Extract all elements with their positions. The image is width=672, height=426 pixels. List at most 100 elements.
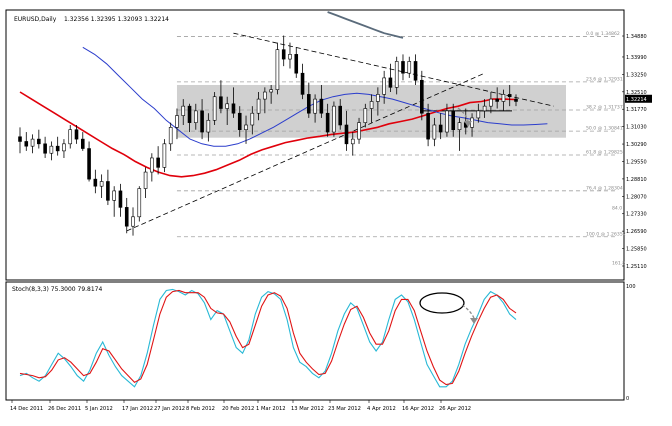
price-axis: 1.34880 1.33990 1.33250 1.32510 1.31770 1.310… xyxy=(622,34,652,270)
candle xyxy=(269,84,273,104)
candle-body xyxy=(507,94,512,98)
fib-level-label: 100.0 @ 1.26352 xyxy=(586,231,626,237)
candle xyxy=(250,106,255,135)
candle xyxy=(307,82,311,118)
candle xyxy=(476,103,481,123)
candle xyxy=(43,136,47,158)
candle xyxy=(93,169,98,194)
candle-body xyxy=(470,117,474,128)
candle-body xyxy=(99,181,104,187)
stoch-chart-frame xyxy=(5,281,625,401)
candle-body xyxy=(24,141,29,147)
price-tick-label: 1.31030 xyxy=(626,125,647,131)
candle-body xyxy=(350,138,355,145)
candle xyxy=(394,56,399,95)
ma-long-line xyxy=(327,11,404,39)
candle-body xyxy=(74,129,79,140)
candle-body xyxy=(68,129,73,145)
candle xyxy=(482,99,487,118)
fib-level-label: 50.0 @ 1.30841 xyxy=(586,126,623,132)
candle xyxy=(426,103,430,147)
dashed-trendline xyxy=(233,32,554,107)
price-tick-label: 1.32510 xyxy=(626,90,647,96)
candle xyxy=(124,197,129,234)
candle-body xyxy=(137,188,142,218)
candle xyxy=(263,87,267,114)
candle-body xyxy=(156,157,160,168)
candle xyxy=(225,96,229,125)
candle xyxy=(495,87,499,109)
price-tick-label: 1.33250 xyxy=(626,72,647,78)
candle-body xyxy=(118,190,123,208)
candle xyxy=(62,139,66,158)
candle-body xyxy=(49,145,54,154)
candle xyxy=(244,115,248,144)
candle xyxy=(256,92,261,121)
candle-body xyxy=(30,138,35,147)
candle-body xyxy=(124,207,129,227)
candle xyxy=(175,108,179,140)
candle xyxy=(501,89,506,111)
candle-body xyxy=(394,61,399,88)
stochastic-lines: 100 0 xyxy=(19,284,636,402)
candle xyxy=(156,146,160,175)
candle xyxy=(49,141,54,161)
candle xyxy=(99,174,104,198)
candle xyxy=(131,207,135,236)
candle-body xyxy=(495,98,499,102)
price-tick-label: 1.26590 xyxy=(626,229,647,235)
candle-body xyxy=(476,110,481,119)
date-tick-label: 16 Apr 2012 xyxy=(402,406,434,412)
candle xyxy=(68,124,73,149)
candle xyxy=(369,94,374,123)
candle-body xyxy=(432,124,437,140)
candle xyxy=(357,117,361,144)
fib-level-label: 76.4 @ 1.28304 xyxy=(586,185,623,191)
candle xyxy=(206,113,211,142)
trendlines xyxy=(126,32,554,232)
candle-body xyxy=(62,143,66,152)
candle xyxy=(143,167,148,198)
price-down-arrow-line xyxy=(457,107,469,122)
candle xyxy=(37,129,41,149)
candle-body xyxy=(250,112,255,126)
candle-body xyxy=(426,112,430,140)
candle xyxy=(18,127,22,154)
date-tick-label: 13 Mar 2012 xyxy=(291,406,324,412)
candle xyxy=(407,56,412,78)
date-tick-label: 1 Mar 2012 xyxy=(256,406,286,412)
candle xyxy=(489,92,493,114)
date-tick-label: 26 Apr 2012 xyxy=(439,406,471,412)
candle-body xyxy=(131,216,135,227)
price-tick-label: 1.31770 xyxy=(626,107,647,113)
candle-body xyxy=(87,148,91,180)
candle xyxy=(432,117,437,147)
candle xyxy=(457,117,462,151)
candle-body xyxy=(376,94,380,102)
candle-body xyxy=(187,105,192,123)
stoch-tick-label: 100 xyxy=(626,284,636,290)
candle-body xyxy=(112,190,116,201)
candle xyxy=(338,99,343,130)
date-tick-label: 23 Mar 2012 xyxy=(328,406,361,412)
candle xyxy=(401,54,405,81)
candle xyxy=(74,124,79,144)
stoch-down-arrow-head xyxy=(470,318,478,324)
candle-body xyxy=(219,96,223,109)
date-tick-label: 8 Feb 2012 xyxy=(186,406,215,412)
price-tick-label: 1.27330 xyxy=(626,212,647,218)
stoch-main-line xyxy=(19,288,517,388)
candle xyxy=(281,35,286,67)
price-tick-label: 1.29550 xyxy=(626,159,647,165)
candle-body xyxy=(93,178,98,187)
candle-body xyxy=(482,105,487,112)
candle-body xyxy=(231,103,236,114)
candle-body xyxy=(263,91,267,100)
candle-body xyxy=(37,138,41,145)
candle-body xyxy=(281,49,286,60)
date-tick-label: 27 Jan 2012 xyxy=(154,406,185,412)
candle-body xyxy=(401,61,405,74)
candle-body xyxy=(344,124,349,145)
candle-body xyxy=(325,112,330,133)
candle-body xyxy=(143,171,148,189)
